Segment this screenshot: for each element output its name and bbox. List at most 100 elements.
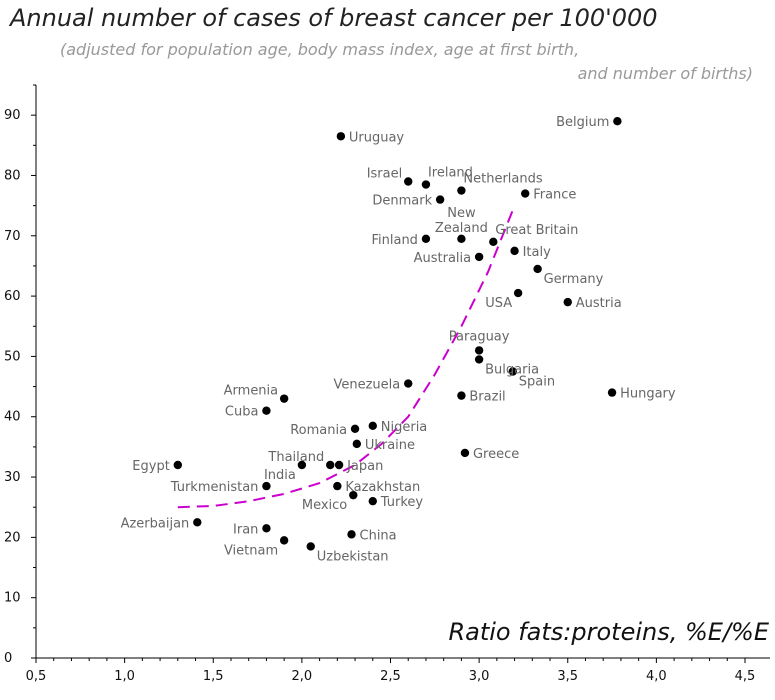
- point-label: Finland: [371, 233, 417, 248]
- point-label: Denmark: [372, 194, 432, 209]
- chart-subtitle-line2: and number of births): [577, 64, 753, 83]
- data-point: [347, 530, 356, 539]
- y-tick-label: 70: [4, 229, 21, 244]
- point-label: Egypt: [132, 459, 170, 474]
- data-point: [421, 180, 431, 189]
- point-label: Uzbekistan: [317, 549, 389, 564]
- data-point: [350, 424, 360, 433]
- x-tick-label: 4,0: [646, 669, 667, 684]
- x-axis-label: Ratio fats:proteins, %E/%E: [448, 618, 769, 646]
- point-label: Thailand: [267, 450, 324, 465]
- point-label: Vietnam: [224, 543, 278, 558]
- point-label: Japan: [346, 459, 383, 474]
- data-points: [173, 116, 622, 551]
- data-point: [404, 379, 413, 388]
- data-point: [474, 346, 484, 355]
- point-label: New: [447, 206, 476, 221]
- data-point: [352, 439, 362, 449]
- x-tick-label: 4,5: [735, 669, 756, 684]
- point-label: Romania: [290, 423, 347, 438]
- point-label: Australia: [414, 251, 472, 266]
- x-tick-label: 3,5: [557, 669, 578, 684]
- data-point: [193, 518, 202, 527]
- data-point: [262, 481, 271, 491]
- data-point: [336, 132, 346, 141]
- point-label: Iran: [233, 522, 258, 537]
- data-point: [368, 421, 377, 430]
- data-point: [460, 448, 470, 458]
- y-tick-label: 20: [4, 530, 21, 545]
- point-label: Venezuela: [333, 378, 400, 393]
- data-point: [563, 297, 572, 307]
- point-label: France: [533, 188, 576, 203]
- point-label: Hungary: [620, 387, 676, 402]
- point-label: Kazakhstan: [345, 480, 420, 495]
- point-label: Paraguay: [449, 329, 510, 344]
- y-tick-label: 60: [4, 289, 21, 304]
- point-label: Austria: [576, 296, 622, 311]
- data-point: [279, 394, 289, 403]
- y-tick-label: 50: [4, 349, 21, 364]
- data-point: [533, 264, 542, 274]
- point-label: Cuba: [225, 405, 259, 420]
- point-label: Germany: [544, 272, 604, 287]
- point-label: Armenia: [224, 384, 279, 399]
- x-tick-label: 1,5: [203, 669, 224, 684]
- point-label: Brazil: [469, 390, 505, 405]
- data-point: [510, 246, 519, 256]
- data-point: [613, 116, 622, 126]
- data-point: [435, 195, 445, 204]
- data-point: [349, 490, 358, 500]
- data-point: [474, 355, 484, 364]
- point-label: Ukraine: [365, 438, 415, 453]
- point-label: Netherlands: [463, 172, 542, 187]
- point-label: Turkmenistan: [170, 480, 259, 495]
- data-point: [173, 460, 182, 470]
- point-label: Mexico: [302, 498, 347, 513]
- point-label: Nigeria: [381, 420, 428, 435]
- y-tick-label: 0: [4, 651, 12, 666]
- data-point: [326, 460, 335, 470]
- data-point: [404, 177, 413, 186]
- chart-title: Annual number of cases of breast cancer …: [10, 4, 658, 32]
- data-point: [421, 234, 431, 244]
- data-point: [474, 252, 484, 262]
- data-point: [262, 406, 271, 415]
- x-tick-label: 2,5: [380, 669, 401, 684]
- data-point: [306, 542, 315, 551]
- x-tick-label: 2,0: [292, 669, 313, 684]
- data-point: [334, 460, 344, 470]
- data-point: [262, 524, 271, 533]
- point-label: Ireland: [428, 166, 473, 181]
- y-tick-label: 30: [4, 470, 21, 485]
- point-label: Spain: [519, 375, 555, 390]
- point-label: India: [264, 468, 296, 483]
- data-point: [607, 388, 617, 397]
- axes: 0 10 20 30 40 50 60 70 80 90 0,5 1,0 1,5 2,0 2,5 3,0 3,5…: [4, 84, 770, 684]
- data-point: [457, 391, 466, 400]
- y-tick-label: 90: [4, 108, 21, 123]
- chart-subtitle-line1: (adjusted for population age, body mass …: [60, 40, 580, 59]
- y-tick-label: 10: [4, 591, 21, 606]
- trend-line-group: [177, 205, 516, 509]
- y-tick-label: 40: [4, 410, 21, 425]
- data-point: [333, 481, 342, 491]
- point-label: Great Britain: [495, 223, 578, 238]
- x-tick-label: 0,5: [26, 669, 47, 684]
- x-tick-label: 1,0: [114, 669, 135, 684]
- data-point: [457, 234, 466, 244]
- data-point: [489, 237, 498, 247]
- point-label: Bulgaria: [485, 362, 539, 377]
- data-point: [513, 288, 523, 298]
- data-point: [297, 460, 307, 470]
- point-label: Belgium: [556, 115, 609, 130]
- point-label: USA: [485, 296, 512, 311]
- point-label: Zealand: [435, 221, 488, 236]
- point-label: Turkey: [380, 495, 424, 510]
- trend-line: [177, 205, 516, 509]
- point-label: Uruguay: [349, 130, 405, 145]
- point-label: Italy: [523, 245, 552, 260]
- point-label: Israel: [367, 167, 403, 182]
- x-tick-label: 3,0: [469, 669, 490, 684]
